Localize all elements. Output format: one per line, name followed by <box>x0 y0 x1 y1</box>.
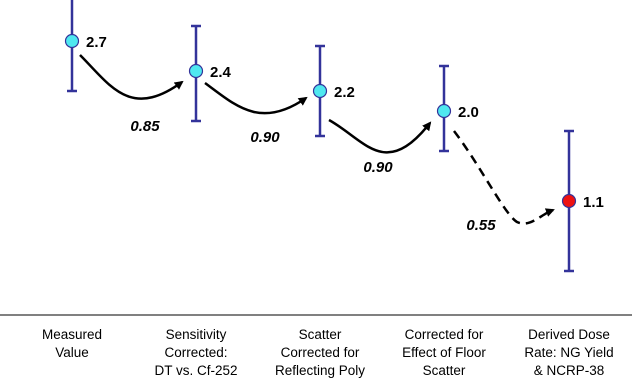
value-label: 1.1 <box>583 194 604 211</box>
category-label-line: DT vs. Cf-252 <box>154 363 238 378</box>
category-label-line: Sensitivity <box>165 327 227 342</box>
value-label: 2.4 <box>210 64 232 81</box>
transition-arrows <box>79 54 555 225</box>
data-point <box>436 103 452 119</box>
data-point <box>561 193 577 209</box>
category-label-line: Rate: NG Yield <box>524 345 614 360</box>
category-label-line: Derived Dose <box>528 327 610 342</box>
factor-label: 0.85 <box>130 118 160 135</box>
category-label-line: Scatter <box>298 327 342 342</box>
factor-label: 0.90 <box>363 159 393 176</box>
factor-label: 0.90 <box>250 129 280 146</box>
category-label-line: Corrected for <box>404 327 484 342</box>
category-label-line: Value <box>55 345 89 360</box>
data-point <box>188 63 204 79</box>
category-label-line: Corrected: <box>164 345 228 360</box>
factor-label: 0.55 <box>466 217 496 234</box>
factor-labels: 0.85 0.90 0.90 0.55 <box>130 118 496 234</box>
transition-arrow <box>204 81 308 115</box>
category-label-line: & NCRP-38 <box>533 363 605 378</box>
category-label: Scatter Corrected for Reflecting Poly <box>260 326 380 380</box>
data-points <box>64 33 577 209</box>
error-bars <box>67 0 574 273</box>
category-label: Sensitivity Corrected: DT vs. Cf-252 <box>136 326 256 380</box>
data-point <box>312 83 328 99</box>
category-label-line: Effect of Floor <box>402 345 486 360</box>
category-label: Corrected for Effect of Floor Scatter <box>384 326 504 380</box>
category-label-line: Corrected for <box>280 345 360 360</box>
category-label: Measured Value <box>12 326 132 362</box>
value-label: 2.0 <box>458 104 479 121</box>
transition-arrow <box>79 54 184 100</box>
category-label: Derived Dose Rate: NG Yield & NCRP-38 <box>509 326 629 380</box>
value-label: 2.7 <box>86 34 107 51</box>
value-label: 2.2 <box>334 84 355 101</box>
category-label-line: Scatter <box>422 363 466 378</box>
category-label-line: Reflecting Poly <box>274 363 366 378</box>
category-label-line: Measured <box>41 327 103 342</box>
value-labels: 2.7 2.4 2.2 2.0 1.1 <box>86 34 604 211</box>
transition-arrow <box>453 130 555 225</box>
data-point <box>64 33 80 49</box>
transition-arrow <box>328 118 432 154</box>
